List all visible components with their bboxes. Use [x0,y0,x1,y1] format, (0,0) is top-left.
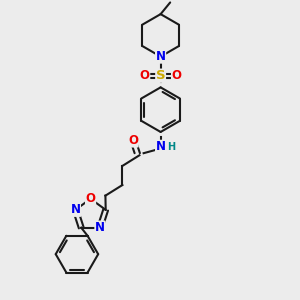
Text: O: O [85,192,96,205]
Text: O: O [128,134,138,147]
Text: H: H [167,142,175,152]
Text: N: N [70,203,80,216]
Text: N: N [156,50,166,63]
Text: S: S [156,69,165,82]
Text: N: N [156,140,166,153]
Text: O: O [140,69,150,82]
Text: O: O [172,69,182,82]
Text: N: N [95,221,105,234]
